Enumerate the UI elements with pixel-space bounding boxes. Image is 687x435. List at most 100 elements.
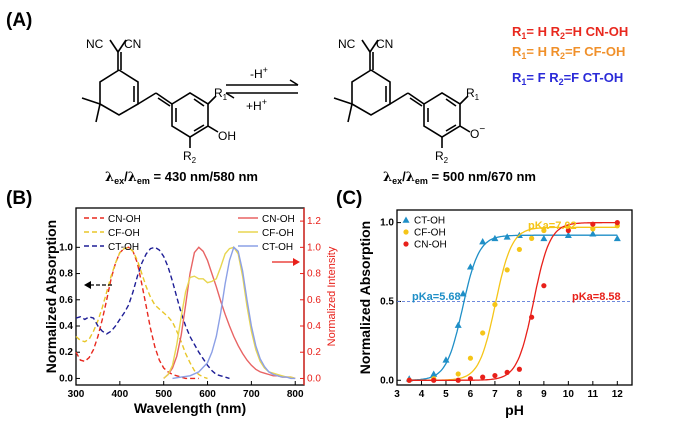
data-point-cn-oh — [565, 227, 571, 234]
data-point-ct-oh — [491, 234, 499, 242]
x-tick-label: 300 — [68, 389, 85, 400]
data-point-cf-oh — [467, 355, 474, 361]
data-point-ct-oh — [442, 356, 450, 363]
emission-legend-label: CT-OH — [262, 242, 293, 253]
right-cn-label: CN — [376, 37, 393, 51]
x-tick-label: 9 — [541, 389, 547, 400]
legend-marker — [403, 229, 409, 235]
data-point-cn-oh — [516, 366, 522, 372]
x-tick-label: 8 — [517, 389, 523, 400]
y-tick-label-left: 0.6 — [59, 295, 73, 306]
x-tick-label: 800 — [287, 389, 304, 400]
right-r2-label: R2 — [435, 149, 449, 165]
emission-line-ct-oh — [172, 246, 296, 380]
x-tick-label: 500 — [155, 389, 172, 400]
data-point-ct-oh — [459, 290, 467, 297]
y-tick-label: 0.5 — [380, 296, 394, 307]
left-oh-label: OH — [218, 129, 236, 143]
pka-label: pKa=8.58 — [572, 291, 621, 303]
titration-chart: 3 4 5 6 7 8 9 10 11 12 0.0 0.5 1.0 pH Normalized Absor… — [357, 209, 633, 418]
pka-label: pKa=7.02 — [528, 220, 577, 232]
equilibrium-arrows — [225, 79, 299, 99]
x-tick-label: 400 — [112, 389, 129, 400]
plot-frame — [396, 209, 633, 386]
data-point-cf-oh — [590, 226, 596, 232]
deprotonation-label: -H+ — [250, 65, 268, 81]
phenolate-molecule — [333, 39, 471, 148]
data-point-cn-oh — [455, 377, 461, 383]
left-wavelength-label: λex/λem = 430 nm/580 nm — [105, 169, 258, 186]
emission-legend-label: CF-OH — [262, 228, 294, 239]
substituent-row: R1= H R2=F CF-OH — [512, 44, 625, 61]
legend-label: CN-OH — [414, 240, 447, 251]
spectra-chart: 300 400 500 600 700 8000.00.20.40.60.81.00.00… — [43, 207, 338, 416]
data-point-ct-oh — [540, 234, 548, 242]
data-point-cn-oh — [431, 377, 437, 383]
left-cn-label: CN — [124, 37, 141, 51]
left-nc-label: NC — [86, 37, 104, 51]
y-axis-label-left: Normalized Absorption — [43, 220, 59, 374]
x-tick-label: 700 — [243, 389, 260, 400]
panel-label-a: (A) — [6, 10, 32, 31]
substituent-legend: R1= H R2=H CN-OH R1= H R2=F CF-OH R1= F R2… — [512, 24, 628, 87]
y-tick-label-right: 0.0 — [307, 373, 321, 384]
data-point-cn-oh — [492, 372, 498, 379]
emission-legend-label: CN-OH — [262, 214, 295, 225]
x-tick-label: 6 — [468, 389, 474, 400]
y-tick-label-left: 0.8 — [59, 269, 73, 280]
data-point-ct-oh — [430, 370, 438, 377]
x-tick-label: 10 — [563, 389, 575, 400]
substituent-row: R1= F R2=F CT-OH — [512, 70, 623, 87]
data-point-cn-oh — [504, 369, 510, 375]
left-r1-label: R1 — [214, 86, 228, 102]
data-point-ct-oh — [503, 233, 511, 240]
data-point-cf-oh — [504, 267, 510, 273]
x-tick-label: 3 — [394, 389, 400, 400]
emission-line-cn-oh — [163, 246, 296, 380]
right-nc-label: NC — [338, 37, 356, 51]
data-point-cn-oh — [406, 377, 412, 383]
x-tick-label: 7 — [492, 389, 498, 400]
right-wavelength-label: λex/λem = 500 nm/670 nm — [383, 169, 536, 186]
x-axis-label: Wavelength (nm) — [134, 400, 246, 416]
data-point-cn-oh — [467, 376, 474, 382]
x-tick-label: 11 — [588, 389, 599, 400]
data-point-cn-oh — [614, 220, 620, 226]
y-tick-label-left: 1.0 — [59, 242, 73, 253]
legend-label: CF-OH — [414, 228, 446, 239]
x-tick-label: 600 — [199, 389, 216, 400]
y-tick-label-right: 0.2 — [307, 347, 321, 358]
data-point-cn-oh — [541, 283, 547, 289]
y-tick-label-left: 0.0 — [59, 373, 73, 384]
y-tick-label: 1.0 — [380, 218, 394, 229]
panel-label-b: (B) — [6, 188, 32, 209]
y-tick-label-right: 1.2 — [307, 216, 321, 227]
fit-curve-cn-oh — [409, 221, 618, 381]
fit-curve-ct-oh — [409, 234, 618, 381]
data-point-cn-oh — [529, 314, 535, 320]
data-point-cf-oh — [455, 371, 461, 377]
absorption-line-ct-oh — [75, 246, 230, 380]
y-axis-label: Normalized Absorption — [357, 221, 373, 375]
data-point-cf-oh — [541, 227, 547, 234]
x-tick-label: 5 — [443, 389, 449, 400]
y-tick-label-left: 0.2 — [59, 347, 73, 358]
left-r2-label: R2 — [183, 149, 197, 165]
substituent-row: R1= H R2=H CN-OH — [512, 24, 628, 41]
data-point-ct-oh — [466, 263, 474, 270]
data-point-cf-oh — [492, 301, 498, 308]
phenol-molecule — [81, 39, 219, 148]
data-point-cf-oh — [480, 330, 486, 336]
data-point-ct-oh — [454, 321, 462, 328]
y-tick-label-left: 0.4 — [59, 321, 73, 332]
data-point-cn-oh — [480, 374, 486, 380]
legend-marker — [402, 216, 410, 223]
x-axis-label: pH — [505, 402, 524, 418]
pka-label: pKa=5.68 — [412, 291, 461, 303]
right-phenolate-label: O− — [470, 124, 485, 141]
data-point-ct-oh — [564, 231, 572, 239]
absorption-legend-label: CT-OH — [108, 242, 139, 253]
data-point-ct-oh — [479, 238, 487, 245]
legend-label: CT-OH — [414, 216, 445, 227]
x-tick-label: 12 — [612, 389, 624, 400]
